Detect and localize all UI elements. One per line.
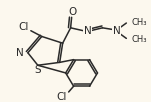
Text: Cl: Cl	[56, 92, 67, 102]
Text: O: O	[69, 7, 77, 17]
Text: N: N	[16, 48, 24, 58]
Text: N: N	[112, 26, 120, 36]
Text: N: N	[84, 26, 91, 36]
Text: Cl: Cl	[19, 22, 29, 32]
Text: S: S	[34, 65, 41, 75]
Text: CH₃: CH₃	[131, 35, 147, 44]
Text: CH₃: CH₃	[131, 18, 147, 27]
